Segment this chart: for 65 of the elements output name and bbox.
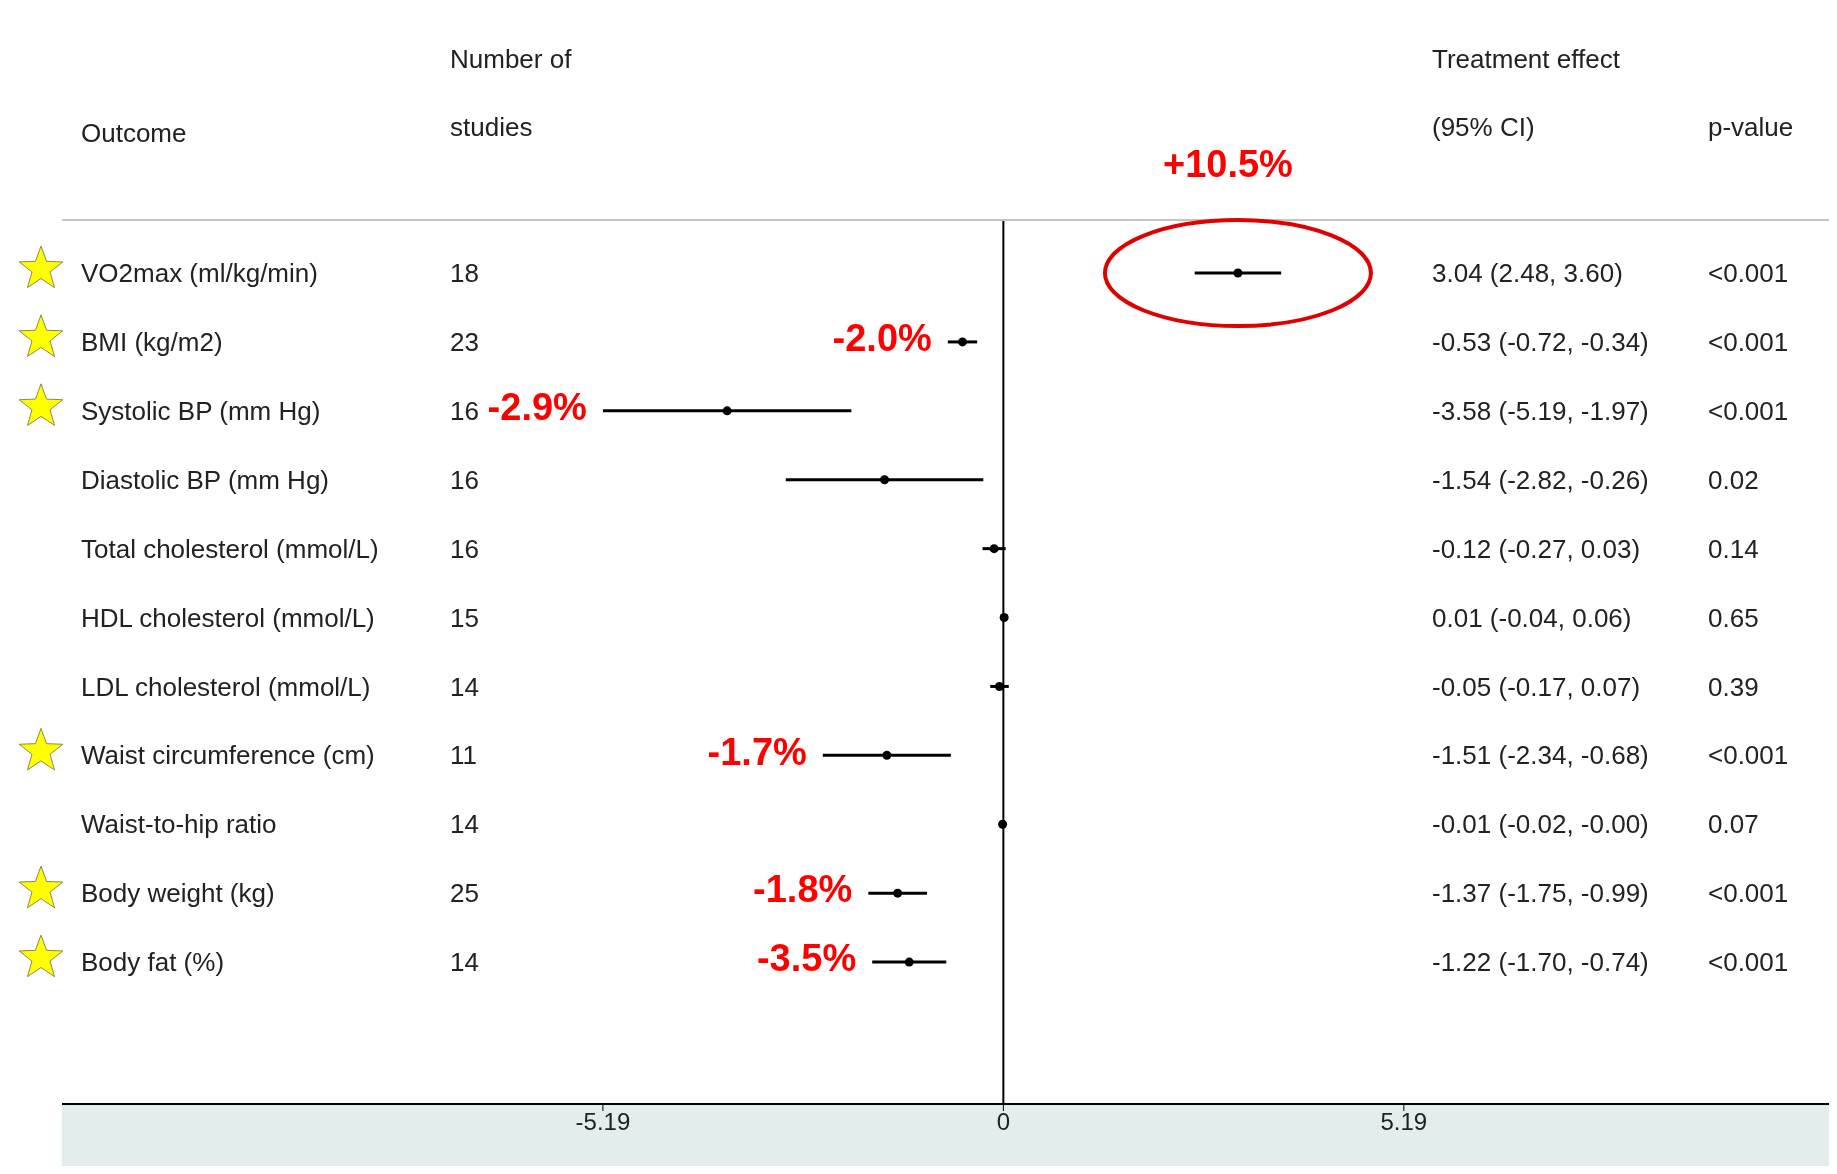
annotation: 14 bbox=[450, 809, 479, 840]
annotation: 16 bbox=[450, 533, 479, 564]
text: Number of studies bbox=[450, 44, 572, 142]
y-tick-label: Body weight (kg) bbox=[81, 878, 275, 909]
annotation: <0.001 bbox=[1708, 878, 1789, 909]
annotation: -0.53 (-0.72, -0.34) bbox=[1432, 327, 1649, 358]
annotation: 0.65 bbox=[1708, 602, 1759, 633]
text: Treatment effect (95% CI) bbox=[1432, 44, 1620, 142]
annotation: 0.01 (-0.04, 0.06) bbox=[1432, 602, 1632, 633]
annotation: 0.14 bbox=[1708, 533, 1759, 564]
annotation: 3.04 (2.48, 3.60) bbox=[1432, 258, 1623, 289]
point bbox=[882, 750, 892, 760]
x-tick-label: 0 bbox=[996, 1108, 1011, 1136]
point bbox=[880, 475, 890, 485]
y-axis-title: Outcome bbox=[81, 118, 187, 149]
y-tick-label: Systolic BP (mm Hg) bbox=[81, 395, 321, 426]
annotation: -1.22 (-1.70, -0.74) bbox=[1432, 947, 1649, 978]
y-tick-label: Waist circumference (cm) bbox=[81, 740, 375, 771]
point bbox=[989, 544, 999, 554]
annotation: -1.54 (-2.82, -0.26) bbox=[1432, 464, 1649, 495]
x-tick-label: -5.19 bbox=[575, 1108, 631, 1136]
annotation: 0.07 bbox=[1708, 809, 1759, 840]
annotation: -2.0% bbox=[832, 317, 932, 360]
y-tick-label: Total cholesterol (mmol/L) bbox=[81, 533, 379, 564]
y-tick-label: Body fat (%) bbox=[81, 947, 225, 978]
point bbox=[893, 888, 903, 898]
annotation: 25 bbox=[450, 878, 479, 909]
text: p-value bbox=[1708, 111, 1795, 144]
y-tick-label: Diastolic BP (mm Hg) bbox=[81, 464, 330, 495]
y-tick-label: LDL cholesterol (mmol/L) bbox=[81, 671, 371, 702]
annotation: -0.01 (-0.02, -0.00) bbox=[1432, 809, 1649, 840]
annotation: +10.5% bbox=[1162, 143, 1293, 186]
point bbox=[1233, 268, 1243, 278]
annotation: 16 bbox=[450, 464, 479, 495]
annotation: 23 bbox=[450, 327, 479, 358]
annotation: 15 bbox=[450, 602, 479, 633]
point bbox=[957, 337, 967, 347]
point bbox=[904, 957, 914, 967]
annotation: 14 bbox=[450, 671, 479, 702]
annotation: -3.58 (-5.19, -1.97) bbox=[1432, 395, 1649, 426]
annotation: 16 bbox=[450, 395, 479, 426]
annotation: <0.001 bbox=[1708, 258, 1789, 289]
annotation: 0.02 bbox=[1708, 464, 1759, 495]
annotation: <0.001 bbox=[1708, 947, 1789, 978]
annotation: 0.39 bbox=[1708, 671, 1759, 702]
point bbox=[722, 406, 732, 416]
annotation: -3.5% bbox=[756, 937, 857, 980]
y-tick-label: HDL cholesterol (mmol/L) bbox=[81, 602, 375, 633]
y-tick-label: Waist-to-hip ratio bbox=[81, 809, 277, 840]
annotation: <0.001 bbox=[1708, 327, 1789, 358]
annotation: -0.05 (-0.17, 0.07) bbox=[1432, 671, 1641, 702]
annotation: <0.001 bbox=[1708, 395, 1789, 426]
y-tick-label: BMI (kg/m2) bbox=[81, 327, 223, 358]
annotation: -1.8% bbox=[753, 868, 853, 911]
annotation: -1.37 (-1.75, -0.99) bbox=[1432, 878, 1649, 909]
y-tick-label: VO2max (ml/kg/min) bbox=[81, 258, 318, 289]
annotation: 14 bbox=[450, 947, 479, 978]
annotation: -1.7% bbox=[707, 730, 807, 773]
annotation: <0.001 bbox=[1708, 740, 1789, 771]
annotation: 11 bbox=[450, 740, 477, 771]
x-tick-label: 5.19 bbox=[1380, 1108, 1428, 1136]
annotation: -1.51 (-2.34, -0.68) bbox=[1432, 740, 1649, 771]
annotation: -2.9% bbox=[487, 386, 587, 429]
annotation: 18 bbox=[450, 258, 479, 289]
annotation: -0.12 (-0.27, 0.03) bbox=[1432, 533, 1641, 564]
